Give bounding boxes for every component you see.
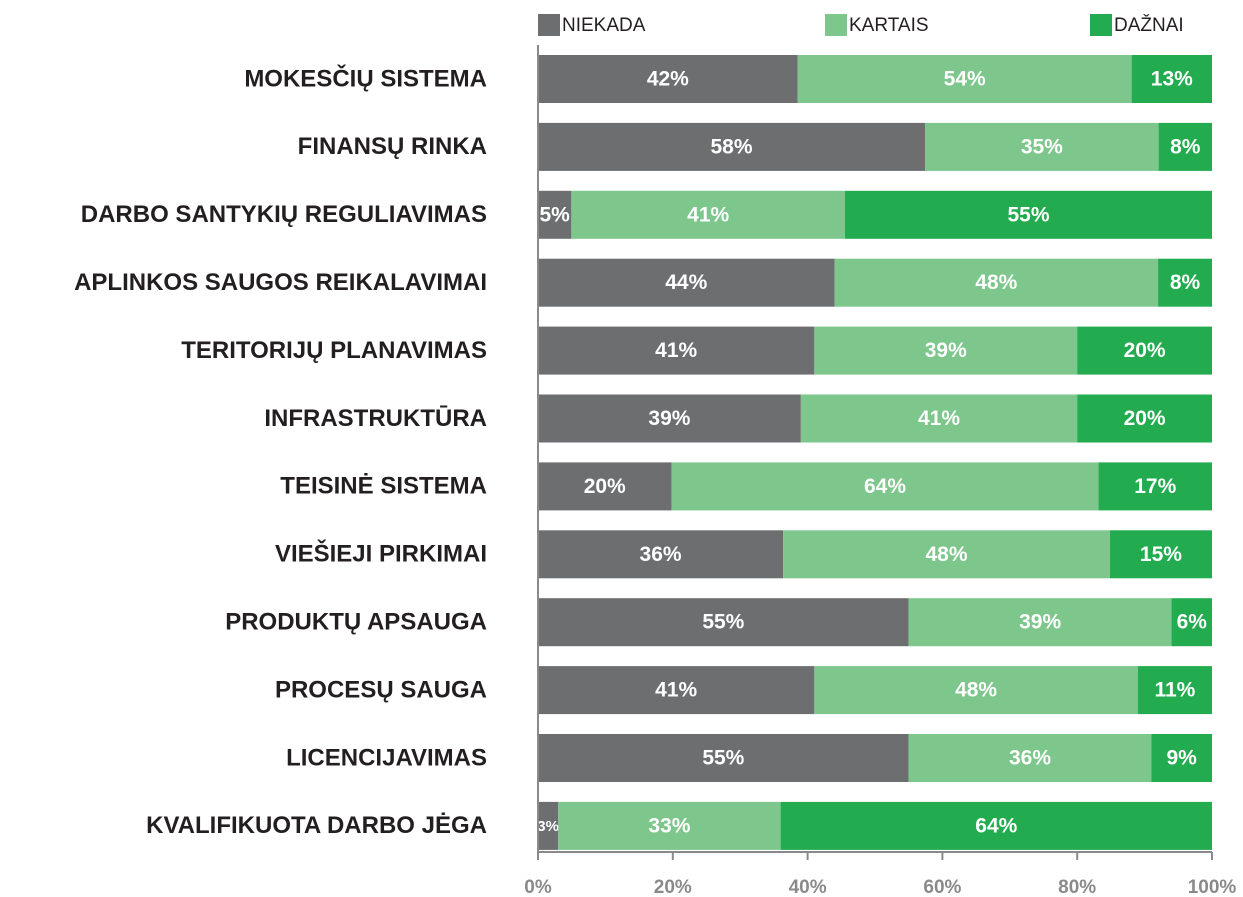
data-label: 39% [925, 339, 967, 362]
bar-segment [844, 190, 1212, 239]
category-label: TEISINĖ SISTEMA [280, 473, 487, 500]
data-label: 33% [648, 814, 690, 837]
category-label: DARBO SANTYKIŲ REGULIAVIMAS [81, 201, 487, 228]
bar-segment [1077, 326, 1212, 375]
x-tick-label: 100% [1188, 877, 1237, 897]
bar-segment [538, 666, 815, 715]
data-label: 6% [1177, 611, 1208, 634]
data-label: 41% [655, 339, 697, 362]
legend-label: DAŽNAI [1114, 14, 1184, 36]
category-label: PRODUKTŲ APSAUGA [225, 609, 487, 636]
bar-segment [783, 530, 1110, 579]
category-label: FINANSŲ RINKA [298, 133, 487, 160]
data-label: 55% [702, 611, 744, 634]
data-label: 55% [1007, 203, 1049, 226]
bar-segment [538, 598, 909, 647]
bar-segment [1077, 394, 1212, 443]
bar-segment [571, 190, 845, 239]
data-label: 41% [687, 203, 729, 226]
bar-segment [538, 530, 784, 579]
bar-segment [538, 190, 572, 239]
bar-segment [1137, 666, 1212, 715]
bar-segment [538, 394, 801, 443]
category-label: KVALIFIKUOTA DARBO JĖGA [146, 812, 487, 839]
bar-segment [1171, 598, 1212, 647]
bar-segment [797, 55, 1132, 103]
data-label: 64% [864, 475, 906, 498]
category-label: MOKESČIŲ SISTEMA [244, 64, 487, 92]
legend-swatch [538, 14, 560, 36]
bar-segment [1158, 122, 1212, 171]
x-tick-label: 40% [789, 877, 827, 897]
data-label: 48% [925, 543, 967, 566]
category-label: INFRASTRUKTŪRA [264, 405, 487, 432]
category-label: APLINKOS SAUGOS REIKALAVIMAI [74, 269, 487, 296]
data-label: 58% [711, 135, 753, 158]
bar-segment [1158, 258, 1212, 307]
data-label: 17% [1134, 475, 1176, 498]
bar-segment [800, 394, 1078, 443]
legend-swatch [1090, 14, 1112, 36]
x-tick-label: 20% [654, 877, 692, 897]
x-tick-label: 60% [923, 877, 961, 897]
data-label: 48% [975, 271, 1017, 294]
data-label: 35% [1021, 135, 1063, 158]
data-label: 42% [647, 68, 689, 91]
category-label: LICENCIJAVIMAS [286, 744, 487, 771]
bar-segment [1109, 530, 1212, 579]
bar-segment [538, 734, 909, 782]
bar-segment [538, 462, 672, 511]
data-label: 20% [1124, 407, 1166, 430]
data-label: 54% [944, 68, 986, 91]
data-label: 5% [540, 203, 571, 226]
data-label: 36% [640, 543, 682, 566]
bar-segment [814, 666, 1138, 715]
category-label: VIEŠIEJI PIRKIMAI [275, 540, 487, 568]
data-label: 9% [1166, 747, 1197, 770]
bar-segment [538, 326, 815, 375]
bar-segment [538, 801, 559, 850]
data-label: 48% [955, 679, 997, 702]
data-label: 41% [918, 407, 960, 430]
data-label: 41% [655, 679, 697, 702]
data-label: 64% [975, 814, 1017, 837]
bar-segment [925, 122, 1159, 171]
bar-segment [908, 734, 1152, 782]
bar-segment [834, 258, 1159, 307]
bar-segment [908, 598, 1172, 647]
legend-swatch [825, 14, 847, 36]
bar-segment [814, 326, 1078, 375]
category-label: PROCESŲ SAUGA [275, 676, 487, 703]
bar-segment [1151, 734, 1212, 782]
data-label: 20% [1124, 339, 1166, 362]
data-label: 15% [1140, 543, 1182, 566]
bar-segment [538, 122, 926, 171]
data-label: 55% [702, 747, 744, 770]
data-label: 11% [1154, 679, 1195, 702]
legend-label: KARTAIS [849, 15, 929, 36]
data-label: 20% [584, 475, 626, 498]
data-label: 8% [1170, 271, 1201, 294]
data-label: 3% [537, 818, 559, 835]
category-label: TERITORIJŲ PLANAVIMAS [181, 337, 487, 364]
data-label: 8% [1170, 135, 1201, 158]
x-tick-label: 80% [1058, 877, 1096, 897]
data-label: 39% [1019, 611, 1061, 634]
bar-segment [1098, 462, 1212, 511]
bar-segment [780, 801, 1212, 850]
bar-segment [558, 801, 781, 850]
bar-segment [1131, 55, 1212, 103]
bar-segment [538, 258, 835, 307]
data-label: 44% [665, 271, 707, 294]
bar-segment [538, 55, 798, 103]
bar-segment [671, 462, 1099, 511]
data-label: 39% [648, 407, 690, 430]
data-label: 36% [1009, 747, 1051, 770]
legend-label: NIEKADA [562, 15, 646, 36]
x-tick-label: 0% [524, 877, 552, 897]
data-label: 13% [1151, 68, 1193, 91]
